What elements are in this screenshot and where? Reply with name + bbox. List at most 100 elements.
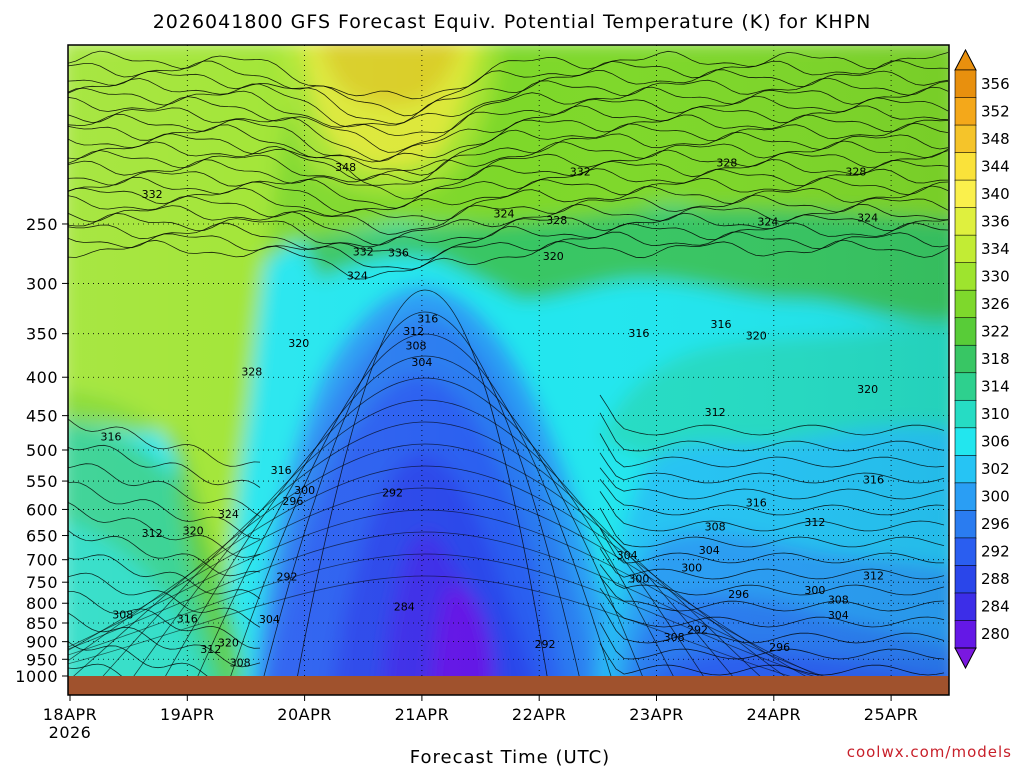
contour-line	[293, 289, 551, 695]
colorbar-label: 336	[981, 212, 1010, 230]
colorbar-swatch	[954, 372, 977, 402]
colorbar-label: 344	[981, 157, 1010, 175]
contour-line	[599, 587, 945, 628]
contour-label: 304	[259, 613, 280, 626]
x-tick-label: 21APR	[395, 705, 450, 724]
contour-label: 336	[388, 247, 409, 260]
contour-line	[599, 527, 944, 564]
x-axis-label: Forecast Time (UTC)	[410, 747, 610, 768]
x-tick-label: 23APR	[629, 705, 684, 724]
contour-label: 300	[294, 484, 315, 497]
plot-area: 332 348 332 328 328 324 328 324 324 332 336 320 324 3…	[68, 45, 949, 695]
colorbar-label: 280	[981, 625, 1010, 643]
contour-line	[68, 86, 949, 137]
contour-line	[599, 433, 945, 468]
colorbar-swatch	[954, 427, 977, 457]
contour-label: 324	[347, 270, 368, 283]
contour-label: 300	[804, 584, 825, 597]
colorbar-swatch	[954, 207, 977, 236]
contour-line	[68, 487, 844, 695]
y-tick-label: 900	[26, 633, 58, 652]
colorbar-swatch	[954, 620, 977, 649]
contour-line	[599, 548, 945, 580]
y-tick-label: 400	[26, 368, 58, 387]
x-tick-label: 25APR	[864, 705, 919, 724]
x-tick-label: 18APR	[43, 705, 98, 724]
contour-label: 316	[863, 473, 884, 486]
contour-line	[68, 77, 949, 128]
contour-line	[68, 591, 261, 649]
contour-line	[599, 643, 945, 676]
contour-label: 300	[681, 562, 702, 575]
contour-line	[68, 140, 949, 181]
contour-label: 308	[705, 520, 726, 533]
colorbar-label: 310	[981, 405, 1010, 423]
contour-line	[599, 507, 945, 548]
contour-line	[68, 231, 949, 270]
y-tick-label: 350	[26, 325, 58, 344]
contour-line	[599, 394, 945, 436]
grid-lines	[68, 45, 949, 695]
contour-line	[599, 452, 945, 484]
contour-line	[68, 222, 949, 261]
colorbar-swatch	[954, 344, 977, 374]
colorbar-label: 330	[981, 267, 1010, 285]
x-tick-label: 20APR	[277, 705, 332, 724]
contour-line	[68, 194, 949, 235]
y-tick-label: 650	[26, 527, 58, 546]
x-tick-label: 24APR	[747, 705, 802, 724]
y-axis: 2503003504004505005506006507007508008509…	[15, 215, 68, 686]
contour-line	[68, 554, 261, 600]
colorbar-label: 314	[981, 378, 1010, 396]
contour-line	[68, 185, 949, 222]
contour-line	[68, 168, 949, 209]
colorbar-swatch	[954, 124, 977, 154]
colorbar-label: 284	[981, 598, 1010, 616]
y-tick-label: 500	[26, 441, 58, 460]
contour-line	[68, 60, 949, 117]
contour-line	[68, 529, 261, 577]
colorbar-label: 326	[981, 295, 1010, 313]
contour-label: 308	[230, 657, 251, 670]
x-tick-sublabel: 2026	[49, 723, 92, 742]
colorbar-label: 322	[981, 322, 1010, 340]
contour-label: 292	[277, 570, 298, 583]
contour-line	[599, 576, 945, 612]
contour-line	[599, 491, 945, 532]
contour-label: 304	[617, 549, 638, 562]
contour-line	[223, 333, 618, 695]
colorbar-bottom-arrow	[954, 647, 977, 670]
contour-label: 316	[177, 612, 198, 625]
colorbar-label: 356	[981, 75, 1010, 93]
contour-label: 296	[769, 641, 790, 654]
y-tick-label: 800	[26, 594, 58, 613]
contour-label: 316	[271, 464, 292, 477]
y-tick-label: 250	[26, 215, 58, 234]
y-tick-label: 1000	[15, 667, 58, 686]
contour-line	[68, 113, 949, 163]
contour-label: 292	[382, 487, 403, 500]
contour-label: 312	[804, 516, 825, 529]
colorbar-swatch	[954, 152, 977, 181]
contour-label: 348	[335, 161, 356, 174]
contour-line	[68, 501, 261, 558]
contour-label: 320	[183, 524, 204, 537]
contour-line	[68, 69, 949, 125]
contour-label: 316	[101, 431, 122, 444]
contour-label: 312	[142, 527, 163, 540]
colorbar-label: 292	[981, 543, 1010, 561]
contour-line	[154, 377, 684, 695]
contour-label: 316	[746, 496, 767, 509]
contour-label: 308	[828, 594, 849, 607]
y-tick-label: 950	[26, 650, 58, 669]
contour-label: 312	[705, 406, 726, 419]
plot-frame	[67, 44, 950, 696]
colorbar-swatch	[954, 69, 977, 99]
contour-label: 316	[417, 312, 438, 325]
contour-line	[599, 564, 945, 596]
colorbar-label: 288	[981, 570, 1010, 588]
contour-label: 312	[200, 643, 221, 656]
contour-label: 296	[282, 495, 303, 508]
